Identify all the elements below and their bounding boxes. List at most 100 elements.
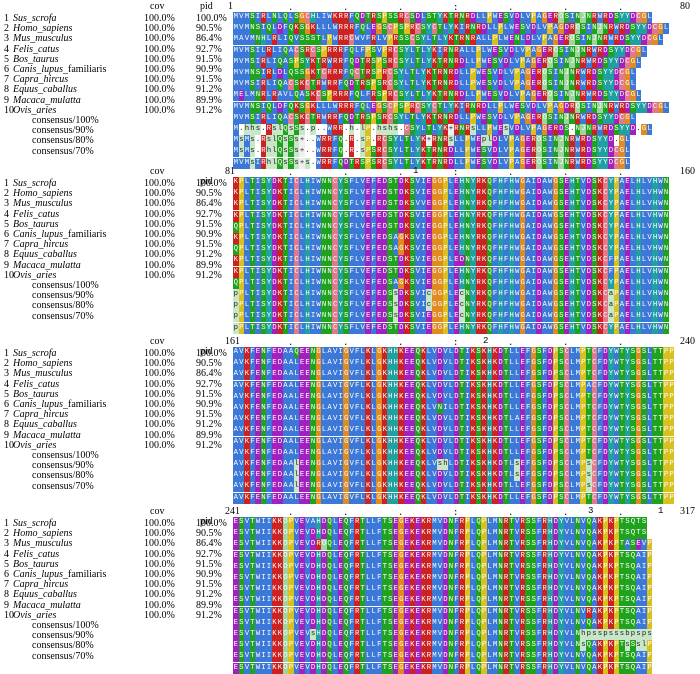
residue: h (442, 459, 449, 470)
residue: I (260, 528, 267, 540)
alignment-row: KPLTISYDKTICLHIWNNCYSFLVEFEDSTDKSVVEGGPL… (233, 199, 676, 211)
residue: G (652, 34, 658, 46)
residue: K (277, 617, 283, 629)
residue: T (657, 358, 664, 370)
residue: T (359, 629, 366, 640)
consensus-label: consensus/100% (32, 620, 99, 631)
residue: D (508, 45, 515, 57)
residue: N (448, 629, 454, 640)
residue: s (271, 124, 278, 135)
residue: F (337, 112, 344, 124)
residue: L (321, 34, 327, 46)
residue: T (586, 414, 592, 426)
residue: E (426, 210, 432, 222)
residue: R (365, 56, 371, 68)
residue: I (266, 595, 272, 607)
residue: . (260, 124, 267, 135)
residue: H (547, 550, 553, 562)
residue: K (310, 101, 316, 113)
residue: V (508, 124, 515, 135)
residue: D (586, 255, 592, 267)
residue: W (255, 640, 261, 652)
residue: L (359, 391, 366, 403)
residue: T (459, 380, 465, 392)
residue: R (332, 79, 338, 91)
residue: b (624, 629, 631, 640)
residue: L (321, 358, 327, 370)
residue: H (304, 188, 311, 200)
residue: F (370, 188, 377, 200)
residue: N (326, 233, 333, 244)
residue: A (514, 135, 520, 147)
identity-value: 90.5% (196, 188, 222, 200)
residue: R (321, 56, 327, 68)
residue: S (475, 391, 482, 403)
residue: C (293, 45, 300, 57)
residue: R (591, 12, 598, 23)
residue: F (354, 391, 360, 403)
residue: Q (630, 528, 636, 540)
residue: R (426, 561, 432, 573)
residue: I (288, 277, 294, 289)
residue: Y (608, 436, 614, 448)
residue: V (580, 539, 586, 551)
residue: D (602, 369, 609, 381)
species-name: Capra_hircus (13, 75, 68, 85)
residue: K (365, 347, 371, 358)
residue: C (591, 358, 598, 370)
residue: I (271, 56, 278, 68)
residue: K (420, 606, 427, 618)
residue: C (563, 369, 570, 381)
residue: N (497, 573, 504, 584)
residue: A (277, 90, 283, 102)
residue: R (459, 640, 465, 652)
residue: S (591, 210, 598, 222)
residue: L (569, 617, 575, 629)
residue: F (525, 358, 531, 370)
residue: E (299, 584, 305, 596)
residue: S (624, 584, 631, 596)
residue: K (420, 403, 427, 414)
residue: L (514, 358, 520, 370)
residue: L (663, 101, 669, 113)
residue: Y (602, 112, 609, 124)
residue: V (437, 640, 443, 652)
residue: P (442, 199, 449, 211)
residue: C (293, 210, 300, 222)
residue: P (288, 561, 294, 573)
coverage-value: 100.0% (144, 229, 175, 240)
residue: L (448, 289, 454, 300)
residue: Y (608, 68, 614, 79)
residue: L (332, 595, 338, 607)
residue: R (354, 595, 360, 607)
residue: W (547, 300, 553, 312)
residue: F (348, 188, 355, 200)
residue: I (266, 640, 272, 652)
residue: C (624, 90, 631, 102)
residue: . (310, 135, 316, 147)
residue: Q (630, 573, 636, 584)
alignment-row: KPLTISYDKTICLHIWNNCYSFLVEFEDSTDKSVIEGGPL… (233, 188, 676, 200)
residue: M (492, 651, 498, 663)
residue: T (359, 573, 366, 584)
residue: D (597, 56, 603, 68)
residue: L (475, 12, 482, 23)
residue: F (249, 380, 256, 392)
consensus-label: consensus/90% (32, 290, 94, 302)
residue: V (359, 244, 366, 256)
residue: V (304, 595, 311, 607)
residue: C (563, 470, 570, 482)
residue: E (514, 23, 520, 35)
residue: A (233, 358, 239, 370)
residue: E (299, 369, 305, 381)
residue: F (503, 311, 509, 323)
residue: H (547, 606, 553, 618)
residue: G (315, 403, 322, 414)
residue: H (304, 322, 311, 334)
alignment-row: KPLTISYDKTICLHIWNNCYSFLVEFEDSTDKSVIEGGPL… (233, 266, 676, 278)
residue: O (547, 56, 553, 68)
residue: S (558, 380, 564, 392)
residue: P (497, 101, 504, 113)
residue: Y (558, 629, 564, 640)
residue: L (569, 459, 575, 470)
